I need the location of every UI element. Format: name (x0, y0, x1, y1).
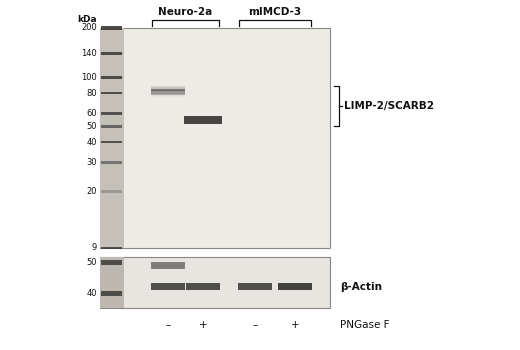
Text: 80: 80 (86, 89, 97, 98)
Text: 20: 20 (86, 187, 97, 196)
Bar (100, 28, 330, 248)
Bar (101, 141, 122, 144)
Bar (101, 260, 122, 265)
Bar (151, 95, 185, 96)
Bar (151, 94, 185, 95)
Bar (151, 90, 185, 91)
Text: 200: 200 (81, 23, 97, 33)
Text: 50: 50 (86, 122, 97, 131)
Bar (151, 283, 185, 290)
Text: kDa: kDa (77, 14, 97, 23)
Bar (151, 93, 185, 94)
Text: 9: 9 (92, 244, 97, 252)
Text: 100: 100 (81, 73, 97, 82)
Text: mIMCD-3: mIMCD-3 (249, 7, 302, 17)
Bar (101, 52, 122, 55)
Text: PNGase F: PNGase F (340, 320, 389, 330)
Bar (101, 92, 122, 94)
Bar (184, 116, 222, 124)
Bar (101, 161, 122, 164)
Bar (151, 89, 185, 90)
Bar (151, 86, 185, 87)
Bar (151, 93, 185, 94)
Text: 60: 60 (86, 109, 97, 118)
Bar (278, 283, 312, 290)
Bar (151, 92, 185, 93)
Bar (101, 112, 122, 115)
Text: 40: 40 (86, 289, 97, 298)
Bar (151, 90, 185, 91)
Text: Neuro-2a: Neuro-2a (159, 7, 213, 17)
Bar (101, 125, 122, 128)
Text: 30: 30 (86, 158, 97, 167)
Bar (101, 190, 122, 192)
Text: 50: 50 (86, 258, 97, 267)
Text: –: – (252, 320, 257, 330)
Bar (151, 96, 185, 97)
Text: –: – (165, 320, 171, 330)
Bar (151, 262, 185, 269)
Bar (238, 283, 272, 290)
Text: +: + (291, 320, 300, 330)
Bar (101, 291, 122, 296)
Bar (278, 283, 312, 290)
Bar (100, 257, 330, 308)
Text: LIMP-2/SCARB2: LIMP-2/SCARB2 (344, 101, 434, 111)
Text: +: + (199, 320, 207, 330)
Bar (151, 91, 185, 92)
Bar (101, 247, 122, 249)
Text: β-Actin: β-Actin (340, 282, 382, 292)
Bar (100, 28, 124, 248)
Bar (100, 257, 124, 308)
Bar (186, 283, 220, 290)
Bar (151, 88, 185, 89)
Text: 40: 40 (86, 138, 97, 147)
Text: 140: 140 (81, 49, 97, 58)
Bar (151, 87, 185, 89)
Bar (101, 76, 122, 79)
Bar (101, 26, 122, 30)
Bar (151, 86, 185, 88)
